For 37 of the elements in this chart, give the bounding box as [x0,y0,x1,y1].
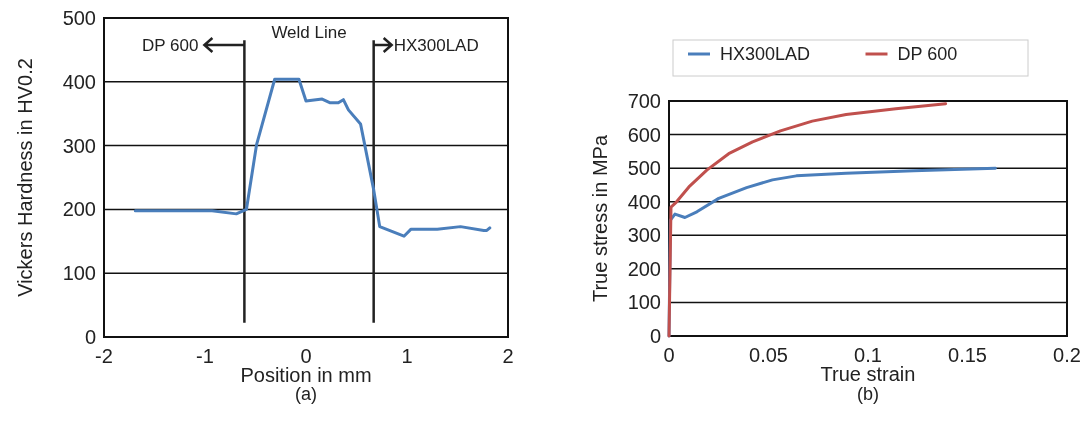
y-tick-label: 400 [62,70,96,93]
x-tick-label: 0 [663,344,675,366]
y-tick-label: 300 [62,134,96,157]
y-axis-title: True stress in MPa [589,134,611,303]
y-axis-title: Vickers Hardness in HV0.2 [14,58,36,297]
annotation: HX300LAD [393,36,479,55]
x-tick-label: 2 [502,345,514,367]
legend-label: DP 600 [897,44,958,65]
y-tick-label: 100 [627,291,661,314]
y-tick-label: 700 [627,90,661,112]
y-tick-label: 300 [627,224,661,247]
x-tick-label: -2 [95,345,113,367]
x-axis-title: True strain [820,363,916,385]
y-tick-label: 0 [84,326,96,348]
text: (a) [295,384,317,404]
y-tick-label: 0 [649,325,661,347]
y-tick-label: 500 [627,157,661,180]
text: (b) [857,384,879,404]
y-tick-label: 600 [627,123,661,146]
x-tick-label: -1 [196,345,214,367]
annotation: DP 600 [141,36,199,55]
x-tick-label: 0.1 [854,344,882,366]
x-tick-label: 1 [401,345,413,367]
annotation: Weld Line [271,23,347,42]
y-tick-label: 100 [62,262,96,285]
x-tick-label: 0.15 [948,344,987,366]
y-tick-label: 500 [62,7,96,29]
x-tick-label: 0 [300,345,312,367]
legend-label: HX300LAD [720,44,811,65]
y-tick-label: 200 [62,198,96,221]
y-tick-label: 400 [627,190,661,213]
x-tick-label: 0.05 [749,344,788,366]
y-tick-label: 200 [627,257,661,280]
x-axis-title: Position in mm [240,364,372,386]
line-series [667,102,948,338]
line-series [133,77,492,238]
x-tick-label: 0.2 [1053,344,1081,366]
